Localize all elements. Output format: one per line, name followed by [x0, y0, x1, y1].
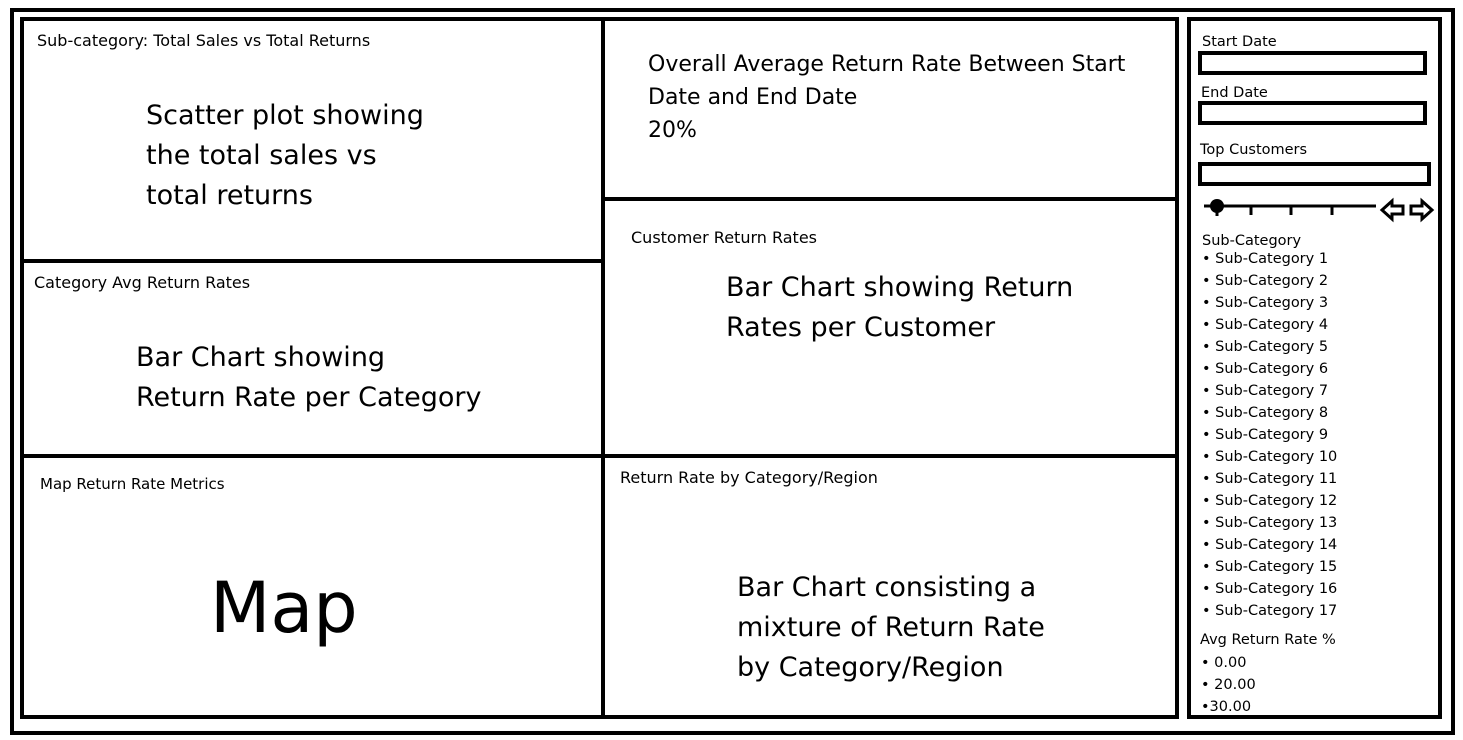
- category-avg-panel-title: Category Avg Return Rates: [34, 273, 251, 292]
- kpi-line-2: Date and End Date: [648, 85, 858, 110]
- subcategory-item[interactable]: • Sub-Category 4: [1202, 317, 1329, 333]
- kpi-value: 20%: [648, 118, 697, 143]
- category-region-panel-title: Return Rate by Category/Region: [620, 468, 878, 487]
- start-date-label: Start Date: [1202, 34, 1277, 50]
- kpi-line-1: Overall Average Return Rate Between Star…: [648, 52, 1126, 77]
- map-panel: [20, 454, 605, 719]
- map-panel-title: Map Return Rate Metrics: [40, 475, 225, 493]
- customer-description: Bar Chart showing Return Rates per Custo…: [726, 268, 1073, 348]
- customer-desc-line-2: Rates per Customer: [726, 312, 996, 343]
- subcategory-item[interactable]: • Sub-Category 8: [1202, 405, 1329, 421]
- end-date-input[interactable]: [1198, 101, 1427, 125]
- subcategory-item[interactable]: • Sub-Category 12: [1202, 493, 1338, 509]
- subcategory-item[interactable]: • Sub-Category 3: [1202, 295, 1329, 311]
- top-customers-slider[interactable]: [1200, 196, 1440, 224]
- scatter-panel-title: Sub-category: Total Sales vs Total Retur…: [37, 31, 371, 50]
- subcategory-item[interactable]: • Sub-Category 17: [1202, 603, 1338, 619]
- avg-return-list: • 0.00 • 20.00 •30.00: [1201, 652, 1256, 718]
- category-region-panel: [601, 454, 1179, 719]
- avg-return-label: Avg Return Rate %: [1200, 632, 1336, 648]
- filter-sidebar: [1187, 17, 1442, 719]
- category-region-description: Bar Chart consisting a mixture of Return…: [737, 568, 1045, 688]
- left-arrow-icon[interactable]: [1379, 197, 1405, 223]
- right-arrow-icon[interactable]: [1409, 197, 1435, 223]
- category-region-desc-line-2: mixture of Return Rate: [737, 612, 1045, 643]
- kpi-panel: [601, 17, 1179, 201]
- scatter-desc-line-3: total returns: [146, 180, 313, 211]
- scatter-panel-description: Scatter plot showing the total sales vs …: [146, 96, 424, 216]
- kpi-text: Overall Average Return Rate Between Star…: [648, 48, 1125, 147]
- customer-desc-line-1: Bar Chart showing Return: [726, 272, 1074, 303]
- subcategory-item[interactable]: • Sub-Category 10: [1202, 449, 1338, 465]
- subcategory-item[interactable]: • Sub-Category 11: [1202, 471, 1338, 487]
- customer-panel-title: Customer Return Rates: [631, 228, 818, 247]
- category-region-desc-line-1: Bar Chart consisting a: [737, 572, 1037, 603]
- avg-return-item[interactable]: • 0.00: [1201, 655, 1247, 671]
- subcategory-item[interactable]: • Sub-Category 13: [1202, 515, 1338, 531]
- start-date-input[interactable]: [1198, 51, 1427, 75]
- map-placeholder: Map: [210, 567, 358, 649]
- subcategory-item[interactable]: • Sub-Category 5: [1202, 339, 1329, 355]
- subcategory-label: Sub-Category: [1202, 233, 1302, 249]
- subcategory-item[interactable]: • Sub-Category 7: [1202, 383, 1329, 399]
- subcategory-item[interactable]: • Sub-Category 15: [1202, 559, 1338, 575]
- scatter-desc-line-1: Scatter plot showing: [146, 100, 424, 131]
- subcategory-item[interactable]: • Sub-Category 14: [1202, 537, 1338, 553]
- end-date-label: End Date: [1201, 85, 1268, 101]
- subcategory-item[interactable]: • Sub-Category 9: [1202, 427, 1329, 443]
- category-avg-description: Bar Chart showing Return Rate per Catego…: [136, 338, 481, 418]
- avg-return-item[interactable]: • 20.00: [1201, 677, 1256, 693]
- scatter-desc-line-2: the total sales vs: [146, 140, 377, 171]
- category-avg-desc-line-2: Return Rate per Category: [136, 382, 482, 413]
- dashboard-frame: [10, 8, 1455, 735]
- slider-handle[interactable]: [1210, 199, 1224, 216]
- top-customers-input[interactable]: [1198, 162, 1431, 186]
- subcategory-item[interactable]: • Sub-Category 1: [1202, 251, 1329, 267]
- category-region-desc-line-3: by Category/Region: [737, 652, 1004, 683]
- subcategory-list: • Sub-Category 1 • Sub-Category 2 • Sub-…: [1202, 248, 1337, 622]
- subcategory-item[interactable]: • Sub-Category 16: [1202, 581, 1338, 597]
- avg-return-item[interactable]: •30.00: [1201, 699, 1252, 715]
- category-avg-desc-line-1: Bar Chart showing: [136, 342, 386, 373]
- top-customers-label: Top Customers: [1200, 142, 1308, 158]
- subcategory-item[interactable]: • Sub-Category 2: [1202, 273, 1329, 289]
- subcategory-item[interactable]: • Sub-Category 6: [1202, 361, 1329, 377]
